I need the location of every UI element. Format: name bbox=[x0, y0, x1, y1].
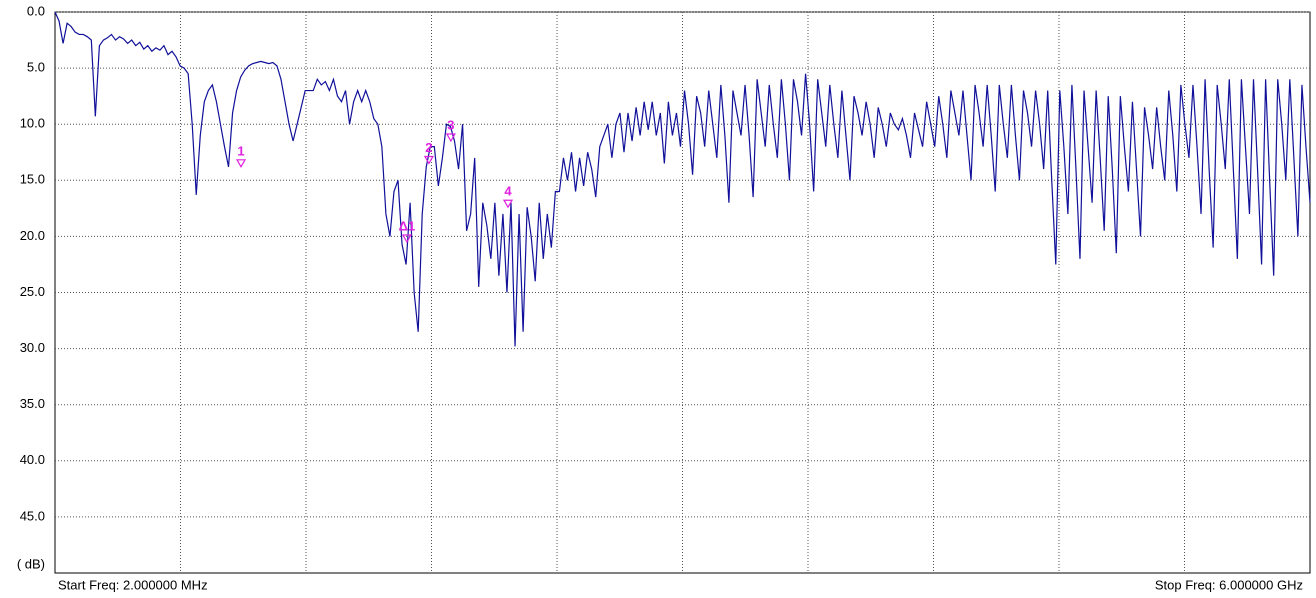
y-tick-label: 45.0 bbox=[20, 508, 45, 523]
y-tick-label: 15.0 bbox=[20, 172, 45, 187]
trace bbox=[54, 11, 1311, 347]
y-tick-label: 40.0 bbox=[20, 452, 45, 467]
y-tick-label: 0.0 bbox=[27, 3, 45, 18]
y-tick-label: 5.0 bbox=[27, 60, 45, 75]
y-tick-label: 30.0 bbox=[20, 340, 45, 355]
marker bbox=[502, 199, 514, 209]
marker bbox=[235, 159, 247, 169]
marker bbox=[445, 133, 456, 143]
marker bbox=[401, 234, 412, 244]
marker bbox=[423, 155, 434, 165]
y-tick-label: 20.0 bbox=[20, 228, 45, 243]
y-tick-label: 10.0 bbox=[20, 116, 45, 131]
y-tick-label: 25.0 bbox=[20, 284, 45, 299]
y-unit-label: ( dB) bbox=[17, 556, 45, 571]
y-tick-label: 35.0 bbox=[20, 396, 45, 411]
marker-label: 1 bbox=[237, 143, 244, 158]
marker-label: 2 bbox=[425, 140, 432, 155]
start-freq: Start Freq: 2.000000 MHz bbox=[58, 577, 208, 592]
marker-label: Δ1 bbox=[399, 218, 416, 233]
stop-freq: Stop Freq: 6.000000 GHz bbox=[1155, 577, 1303, 592]
marker-label: 4 bbox=[504, 184, 512, 199]
marker-label: 3 bbox=[447, 117, 454, 132]
